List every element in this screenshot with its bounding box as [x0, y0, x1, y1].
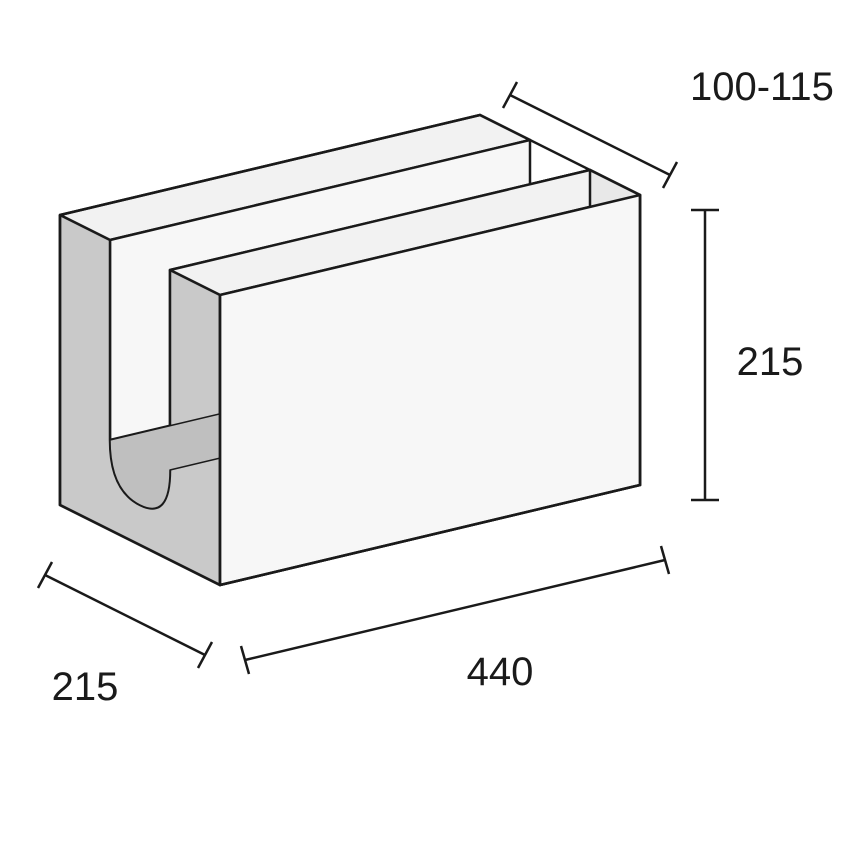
block-diagram: 215 440 215 100-115: [0, 0, 850, 850]
label-length: 440: [467, 650, 534, 694]
dim-depth: [38, 562, 212, 668]
dim-height: [691, 210, 719, 500]
label-wall-thickness: 100-115: [690, 65, 834, 109]
label-height: 215: [737, 340, 804, 384]
label-depth: 215: [52, 665, 119, 709]
